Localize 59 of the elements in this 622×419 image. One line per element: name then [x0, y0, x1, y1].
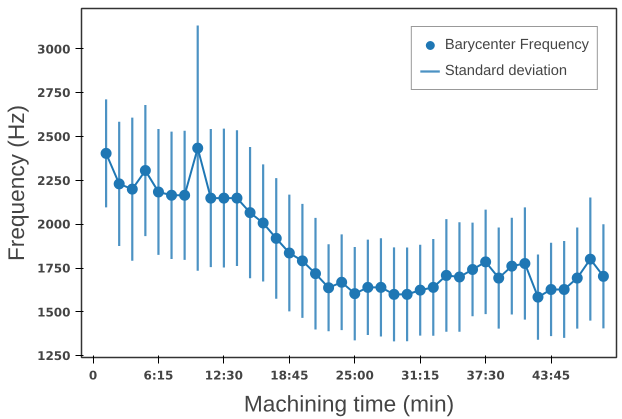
point [284, 247, 295, 258]
point [493, 272, 504, 284]
point [388, 288, 400, 300]
point [454, 272, 465, 282]
point [349, 288, 360, 300]
y-tick-label: 2750 [37, 86, 71, 100]
point [558, 284, 570, 295]
y-tick-label: 3000 [37, 42, 71, 56]
x-tick-label: 0 [88, 368, 98, 382]
point [506, 260, 518, 272]
legend-label: Barycenter Frequency [444, 37, 589, 53]
point [114, 178, 125, 190]
point [323, 282, 334, 294]
point [480, 256, 492, 268]
y-axis-title: Frequency (Hz) [3, 104, 30, 262]
y-tick-label: 2000 [37, 218, 71, 232]
x-tick-label: 12:30 [204, 368, 243, 382]
point [572, 272, 583, 284]
point [428, 282, 439, 293]
point [584, 254, 596, 265]
x-tick-label: 6:15 [144, 368, 174, 382]
point [402, 288, 413, 300]
x-tick-label: 37:30 [466, 368, 505, 382]
point [310, 268, 321, 280]
point [100, 148, 112, 159]
point [126, 184, 138, 195]
point [244, 207, 256, 218]
point [598, 270, 609, 282]
y-tick-label: 1500 [37, 305, 71, 320]
point [440, 270, 452, 281]
point [362, 282, 374, 293]
x-tick-label: 18:45 [270, 368, 308, 382]
point [166, 190, 178, 201]
y-tick-label: 2250 [37, 174, 71, 188]
annotation: Standard deviation [444, 63, 568, 79]
point [296, 255, 308, 266]
point [336, 276, 348, 288]
point [218, 192, 230, 204]
y-tick-label: 1250 [37, 349, 71, 364]
point [532, 292, 544, 303]
point [179, 190, 190, 201]
y-tick-label: 2500 [37, 130, 71, 144]
point [152, 186, 164, 198]
point [270, 232, 282, 244]
point [467, 264, 478, 275]
point [140, 165, 151, 176]
point [546, 284, 557, 295]
point [231, 192, 242, 204]
point [192, 142, 204, 154]
point [205, 192, 216, 204]
x-tick-label: 25:00 [336, 368, 374, 382]
x-tick-label: 43:45 [532, 368, 570, 382]
point [375, 282, 386, 293]
x-axis-title: Machining time (min) [244, 390, 454, 416]
y-tick-label: 1750 [37, 262, 71, 276]
point [519, 258, 530, 269]
point [258, 217, 269, 228]
x-tick-label: 31:15 [401, 368, 440, 382]
point [414, 284, 426, 296]
